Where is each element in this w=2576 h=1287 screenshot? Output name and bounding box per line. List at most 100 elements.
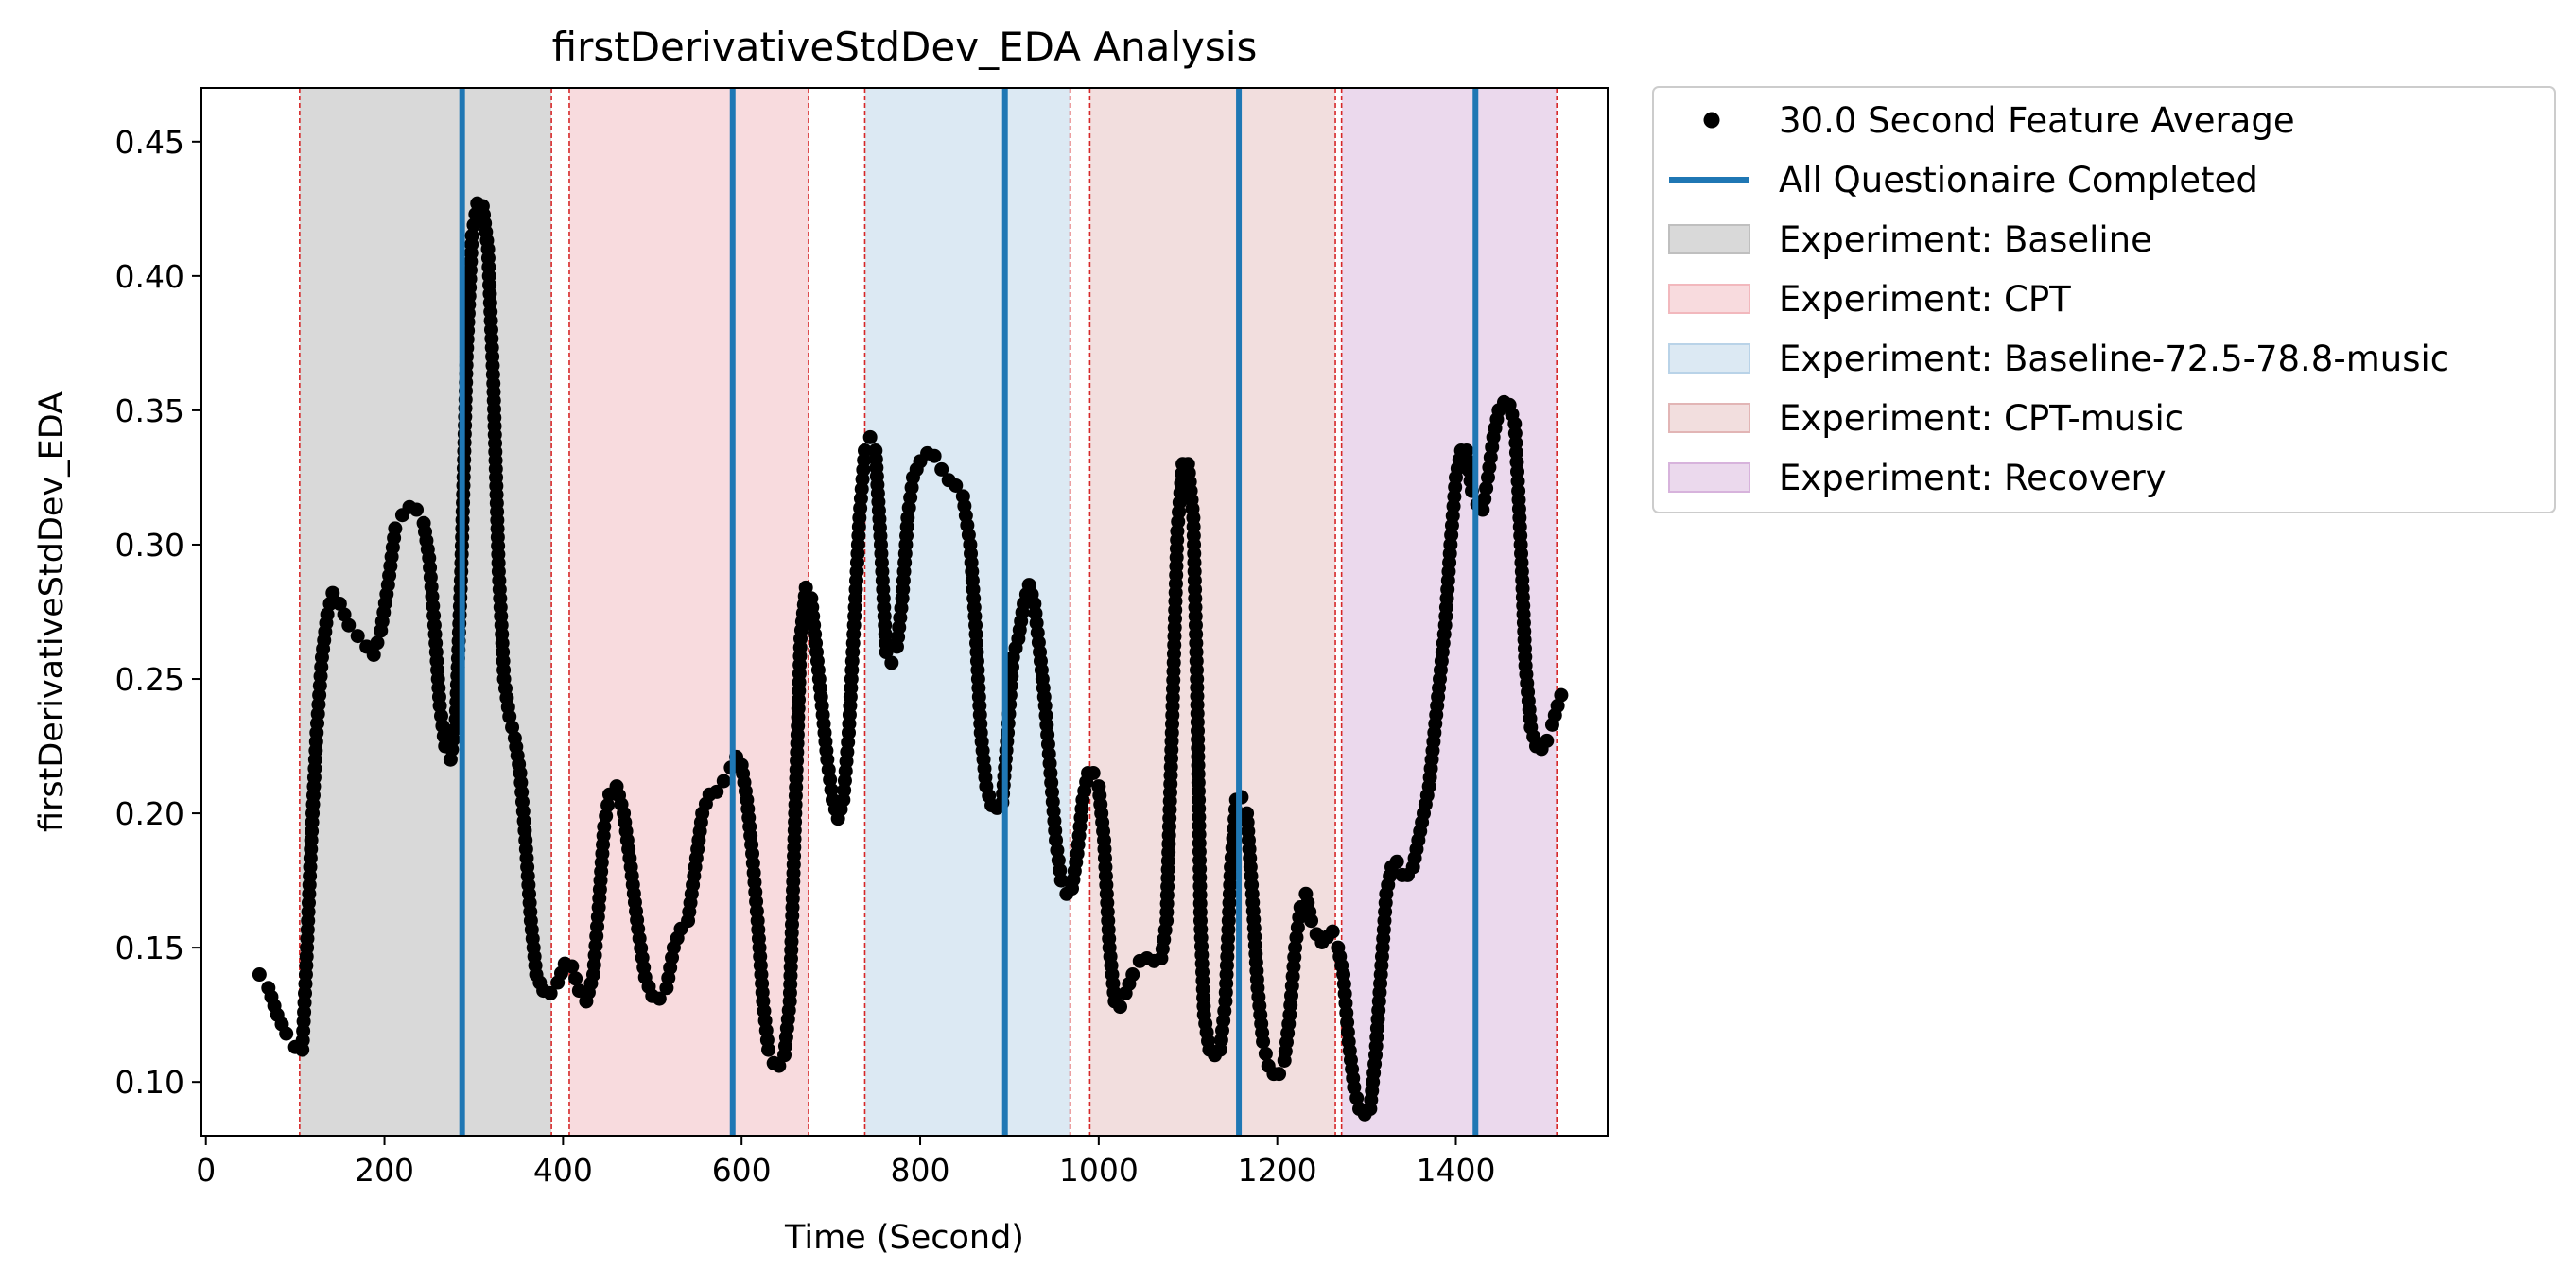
data-point xyxy=(466,217,481,233)
data-point xyxy=(1258,1046,1273,1061)
data-point xyxy=(949,478,964,493)
data-point xyxy=(1475,502,1490,517)
data-point xyxy=(1477,492,1492,507)
legend-patch-icon xyxy=(1668,343,1750,374)
data-point xyxy=(279,1026,294,1041)
x-tick-label: 600 xyxy=(712,1152,772,1189)
data-point xyxy=(1086,765,1101,780)
data-point xyxy=(543,985,558,1000)
data-point xyxy=(600,798,616,813)
legend-items: 30.0 Second Feature Average All Questiona… xyxy=(1668,100,2449,498)
feature-average-points xyxy=(252,196,1569,1122)
data-point xyxy=(409,502,425,517)
data-point xyxy=(568,971,583,986)
data-point xyxy=(565,959,580,974)
data-point xyxy=(1053,873,1069,888)
data-point xyxy=(1389,854,1404,869)
legend-box xyxy=(1652,86,2556,513)
y-tick-label: 0.25 xyxy=(115,661,184,698)
data-point xyxy=(341,617,357,633)
questionnaire-lines xyxy=(459,88,1479,1136)
data-point xyxy=(1540,733,1555,748)
y-axis-ticks: 0.10 0.15 0.20 0.25 0.30 0.35 0.40 0.45 xyxy=(115,124,201,1101)
data-point xyxy=(857,443,872,459)
data-point xyxy=(879,645,894,660)
x-tick-label: 1000 xyxy=(1059,1152,1139,1189)
chart-title: firstDerivativeStdDev_EDA Analysis xyxy=(552,24,1258,70)
y-tick-label: 0.20 xyxy=(115,795,184,832)
data-point xyxy=(464,228,479,243)
x-tick-label: 1200 xyxy=(1238,1152,1317,1189)
region-baseline xyxy=(299,88,552,1136)
legend-item: Experiment: Baseline xyxy=(1668,219,2152,260)
legend-item: Experiment: CPT xyxy=(1668,279,2071,320)
data-point xyxy=(934,461,949,477)
data-point xyxy=(709,784,724,799)
legend-item: Experiment: CPT-music xyxy=(1668,398,2184,439)
x-tick-label: 400 xyxy=(533,1152,593,1189)
x-axis-ticks: 0 200 400 600 800 1000 1200 1400 xyxy=(196,1136,1495,1189)
data-point xyxy=(1550,698,1565,713)
data-point xyxy=(1256,1035,1271,1050)
legend-item: Experiment: Baseline-72.5-78.8-music xyxy=(1668,339,2449,379)
legend-label: All Questionaire Completed xyxy=(1779,160,2258,200)
data-point xyxy=(597,819,612,834)
data-point xyxy=(1272,1067,1287,1082)
legend-label: Experiment: CPT xyxy=(1779,279,2071,320)
legend-marker-icon xyxy=(1703,112,1720,129)
data-point xyxy=(716,774,731,789)
y-tick-label: 0.35 xyxy=(115,392,184,429)
data-point xyxy=(772,1058,787,1073)
data-point xyxy=(370,635,385,651)
data-point xyxy=(1349,1090,1365,1105)
data-point xyxy=(366,647,381,662)
data-point xyxy=(320,607,335,622)
data-point xyxy=(862,429,878,444)
region-cpt xyxy=(568,88,809,1136)
legend-item: Experiment: Recovery xyxy=(1668,458,2167,498)
data-point xyxy=(388,521,403,536)
y-axis-title: firstDerivativeStdDev_EDA xyxy=(33,391,71,832)
legend-patch-icon xyxy=(1668,403,1750,433)
y-tick-label: 0.40 xyxy=(115,258,184,295)
y-tick-label: 0.30 xyxy=(115,527,184,564)
data-point xyxy=(325,585,340,600)
data-point xyxy=(1554,687,1569,703)
data-point xyxy=(1325,924,1340,939)
legend: 30.0 Second Feature Average All Questiona… xyxy=(1652,86,2556,513)
plot-frame xyxy=(200,87,1609,1137)
data-point xyxy=(322,596,338,611)
x-axis-title: Time (Second) xyxy=(784,1219,1024,1257)
data-point xyxy=(1113,1000,1128,1015)
data-point xyxy=(1304,913,1319,929)
legend-label: Experiment: Baseline-72.5-78.8-music xyxy=(1779,339,2449,379)
data-point xyxy=(252,967,267,983)
x-tick-label: 200 xyxy=(355,1152,414,1189)
y-tick-label: 0.10 xyxy=(115,1064,184,1101)
data-point xyxy=(798,580,813,595)
data-point xyxy=(1479,480,1494,496)
data-point xyxy=(884,655,899,670)
data-point xyxy=(761,1042,776,1057)
legend-patch-icon xyxy=(1668,284,1750,314)
legend-item: 30.0 Second Feature Average xyxy=(1703,100,2295,141)
y-tick-label: 0.15 xyxy=(115,930,184,966)
legend-label: Experiment: Baseline xyxy=(1779,219,2152,260)
legend-item: All Questionaire Completed xyxy=(1669,160,2258,200)
data-point xyxy=(1125,967,1140,983)
data-point xyxy=(1347,1080,1362,1095)
data-point xyxy=(505,720,520,735)
data-point xyxy=(332,596,347,611)
x-tick-label: 1400 xyxy=(1417,1152,1496,1189)
data-point xyxy=(337,607,352,622)
legend-label: Experiment: Recovery xyxy=(1779,458,2167,498)
x-tick-label: 0 xyxy=(196,1152,216,1189)
y-tick-label: 0.45 xyxy=(115,124,184,161)
data-point xyxy=(599,809,614,824)
x-tick-label: 800 xyxy=(891,1152,950,1189)
data-point xyxy=(927,448,942,463)
data-point xyxy=(502,709,517,724)
data-point xyxy=(652,991,667,1006)
legend-patch-icon xyxy=(1668,462,1750,493)
